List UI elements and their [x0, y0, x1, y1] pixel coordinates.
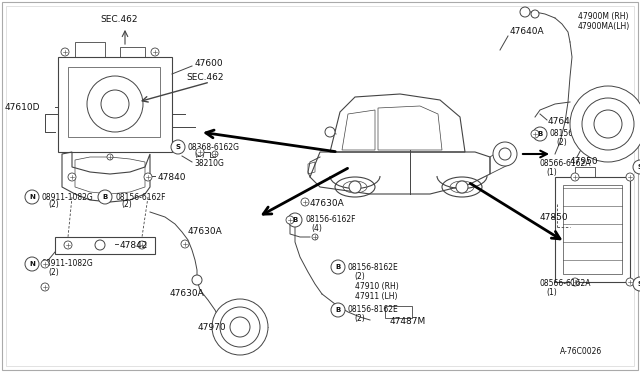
Text: (1): (1)	[546, 169, 557, 177]
Text: 47950: 47950	[570, 157, 598, 167]
Text: S: S	[637, 281, 640, 287]
Text: (2): (2)	[121, 201, 132, 209]
Text: 47600: 47600	[195, 60, 223, 68]
Text: 47487M: 47487M	[390, 317, 426, 327]
Circle shape	[533, 127, 547, 141]
Text: N: N	[29, 194, 35, 200]
Text: 47900MA(LH): 47900MA(LH)	[578, 22, 630, 31]
Text: (2): (2)	[556, 138, 567, 148]
Circle shape	[64, 241, 72, 249]
Circle shape	[107, 154, 113, 160]
Text: 08911-1082G: 08911-1082G	[42, 260, 93, 269]
Text: 47900M (RH): 47900M (RH)	[578, 13, 628, 22]
Circle shape	[25, 190, 39, 204]
Text: (2): (2)	[48, 201, 59, 209]
Text: 08566-6162A: 08566-6162A	[540, 160, 591, 169]
Circle shape	[288, 213, 302, 227]
Circle shape	[41, 283, 49, 291]
Text: (2): (2)	[194, 151, 205, 160]
Circle shape	[25, 257, 39, 271]
Circle shape	[499, 148, 511, 160]
Text: SEC.462: SEC.462	[186, 74, 223, 83]
Circle shape	[212, 151, 218, 157]
Text: 47840: 47840	[158, 173, 186, 182]
Circle shape	[531, 130, 539, 138]
Text: (4): (4)	[311, 224, 322, 234]
Text: 47630A: 47630A	[170, 289, 205, 298]
Text: 47910 (RH): 47910 (RH)	[355, 282, 399, 292]
Text: 47970: 47970	[198, 324, 227, 333]
Circle shape	[101, 90, 129, 118]
Text: S: S	[637, 164, 640, 170]
Text: B: B	[292, 217, 298, 223]
Circle shape	[626, 173, 634, 181]
Text: (2): (2)	[354, 314, 365, 324]
Text: B: B	[102, 194, 108, 200]
Text: 47850: 47850	[540, 212, 568, 221]
Text: S: S	[175, 144, 180, 150]
Text: 08156-6162F: 08156-6162F	[305, 215, 355, 224]
Circle shape	[633, 160, 640, 174]
Text: N: N	[29, 261, 35, 267]
Circle shape	[212, 299, 268, 355]
Circle shape	[171, 140, 185, 154]
Text: B: B	[335, 307, 340, 313]
Text: 08368-6162G: 08368-6162G	[188, 142, 240, 151]
Circle shape	[331, 303, 345, 317]
Circle shape	[594, 110, 622, 138]
Text: 47640A: 47640A	[510, 28, 545, 36]
Circle shape	[98, 190, 112, 204]
Text: B: B	[538, 131, 543, 137]
Circle shape	[312, 234, 318, 240]
Circle shape	[331, 260, 345, 274]
Circle shape	[301, 198, 309, 206]
Circle shape	[95, 240, 105, 250]
Text: 47911 (LH): 47911 (LH)	[355, 292, 397, 301]
Text: (2): (2)	[48, 267, 59, 276]
Text: 47842: 47842	[120, 241, 148, 250]
Circle shape	[493, 142, 517, 166]
Circle shape	[570, 86, 640, 162]
Text: (1): (1)	[546, 289, 557, 298]
Circle shape	[181, 240, 189, 248]
Text: 08156-6162F: 08156-6162F	[115, 192, 166, 202]
Text: 47610D: 47610D	[5, 103, 40, 112]
Text: 08911-1082G: 08911-1082G	[42, 192, 93, 202]
Circle shape	[41, 260, 49, 268]
Circle shape	[520, 7, 530, 17]
Text: 47630A: 47630A	[310, 199, 345, 208]
Text: 47630A: 47630A	[188, 228, 223, 237]
Circle shape	[286, 216, 294, 224]
Circle shape	[582, 98, 634, 150]
Text: 38210G: 38210G	[194, 160, 224, 169]
Circle shape	[68, 173, 76, 181]
Text: (2): (2)	[354, 272, 365, 280]
Circle shape	[61, 48, 69, 56]
Circle shape	[349, 181, 361, 193]
Circle shape	[220, 307, 260, 347]
Circle shape	[633, 277, 640, 291]
Text: 08156-6162F: 08156-6162F	[550, 129, 600, 138]
Circle shape	[138, 241, 146, 249]
Circle shape	[87, 76, 143, 132]
Circle shape	[230, 317, 250, 337]
Text: A-76C0026: A-76C0026	[560, 347, 602, 356]
Text: 08566-6162A: 08566-6162A	[540, 279, 591, 289]
Text: 08156-8162E: 08156-8162E	[348, 263, 399, 272]
Text: SEC.462: SEC.462	[100, 16, 138, 25]
Text: 08156-8162E: 08156-8162E	[348, 305, 399, 314]
Circle shape	[325, 127, 335, 137]
Circle shape	[531, 10, 539, 18]
Circle shape	[151, 48, 159, 56]
Circle shape	[571, 173, 579, 181]
Circle shape	[196, 148, 204, 156]
Text: B: B	[335, 264, 340, 270]
Circle shape	[571, 278, 579, 286]
Circle shape	[144, 173, 152, 181]
Circle shape	[192, 275, 202, 285]
Text: 47640AA: 47640AA	[548, 118, 589, 126]
Circle shape	[626, 278, 634, 286]
Circle shape	[456, 181, 468, 193]
